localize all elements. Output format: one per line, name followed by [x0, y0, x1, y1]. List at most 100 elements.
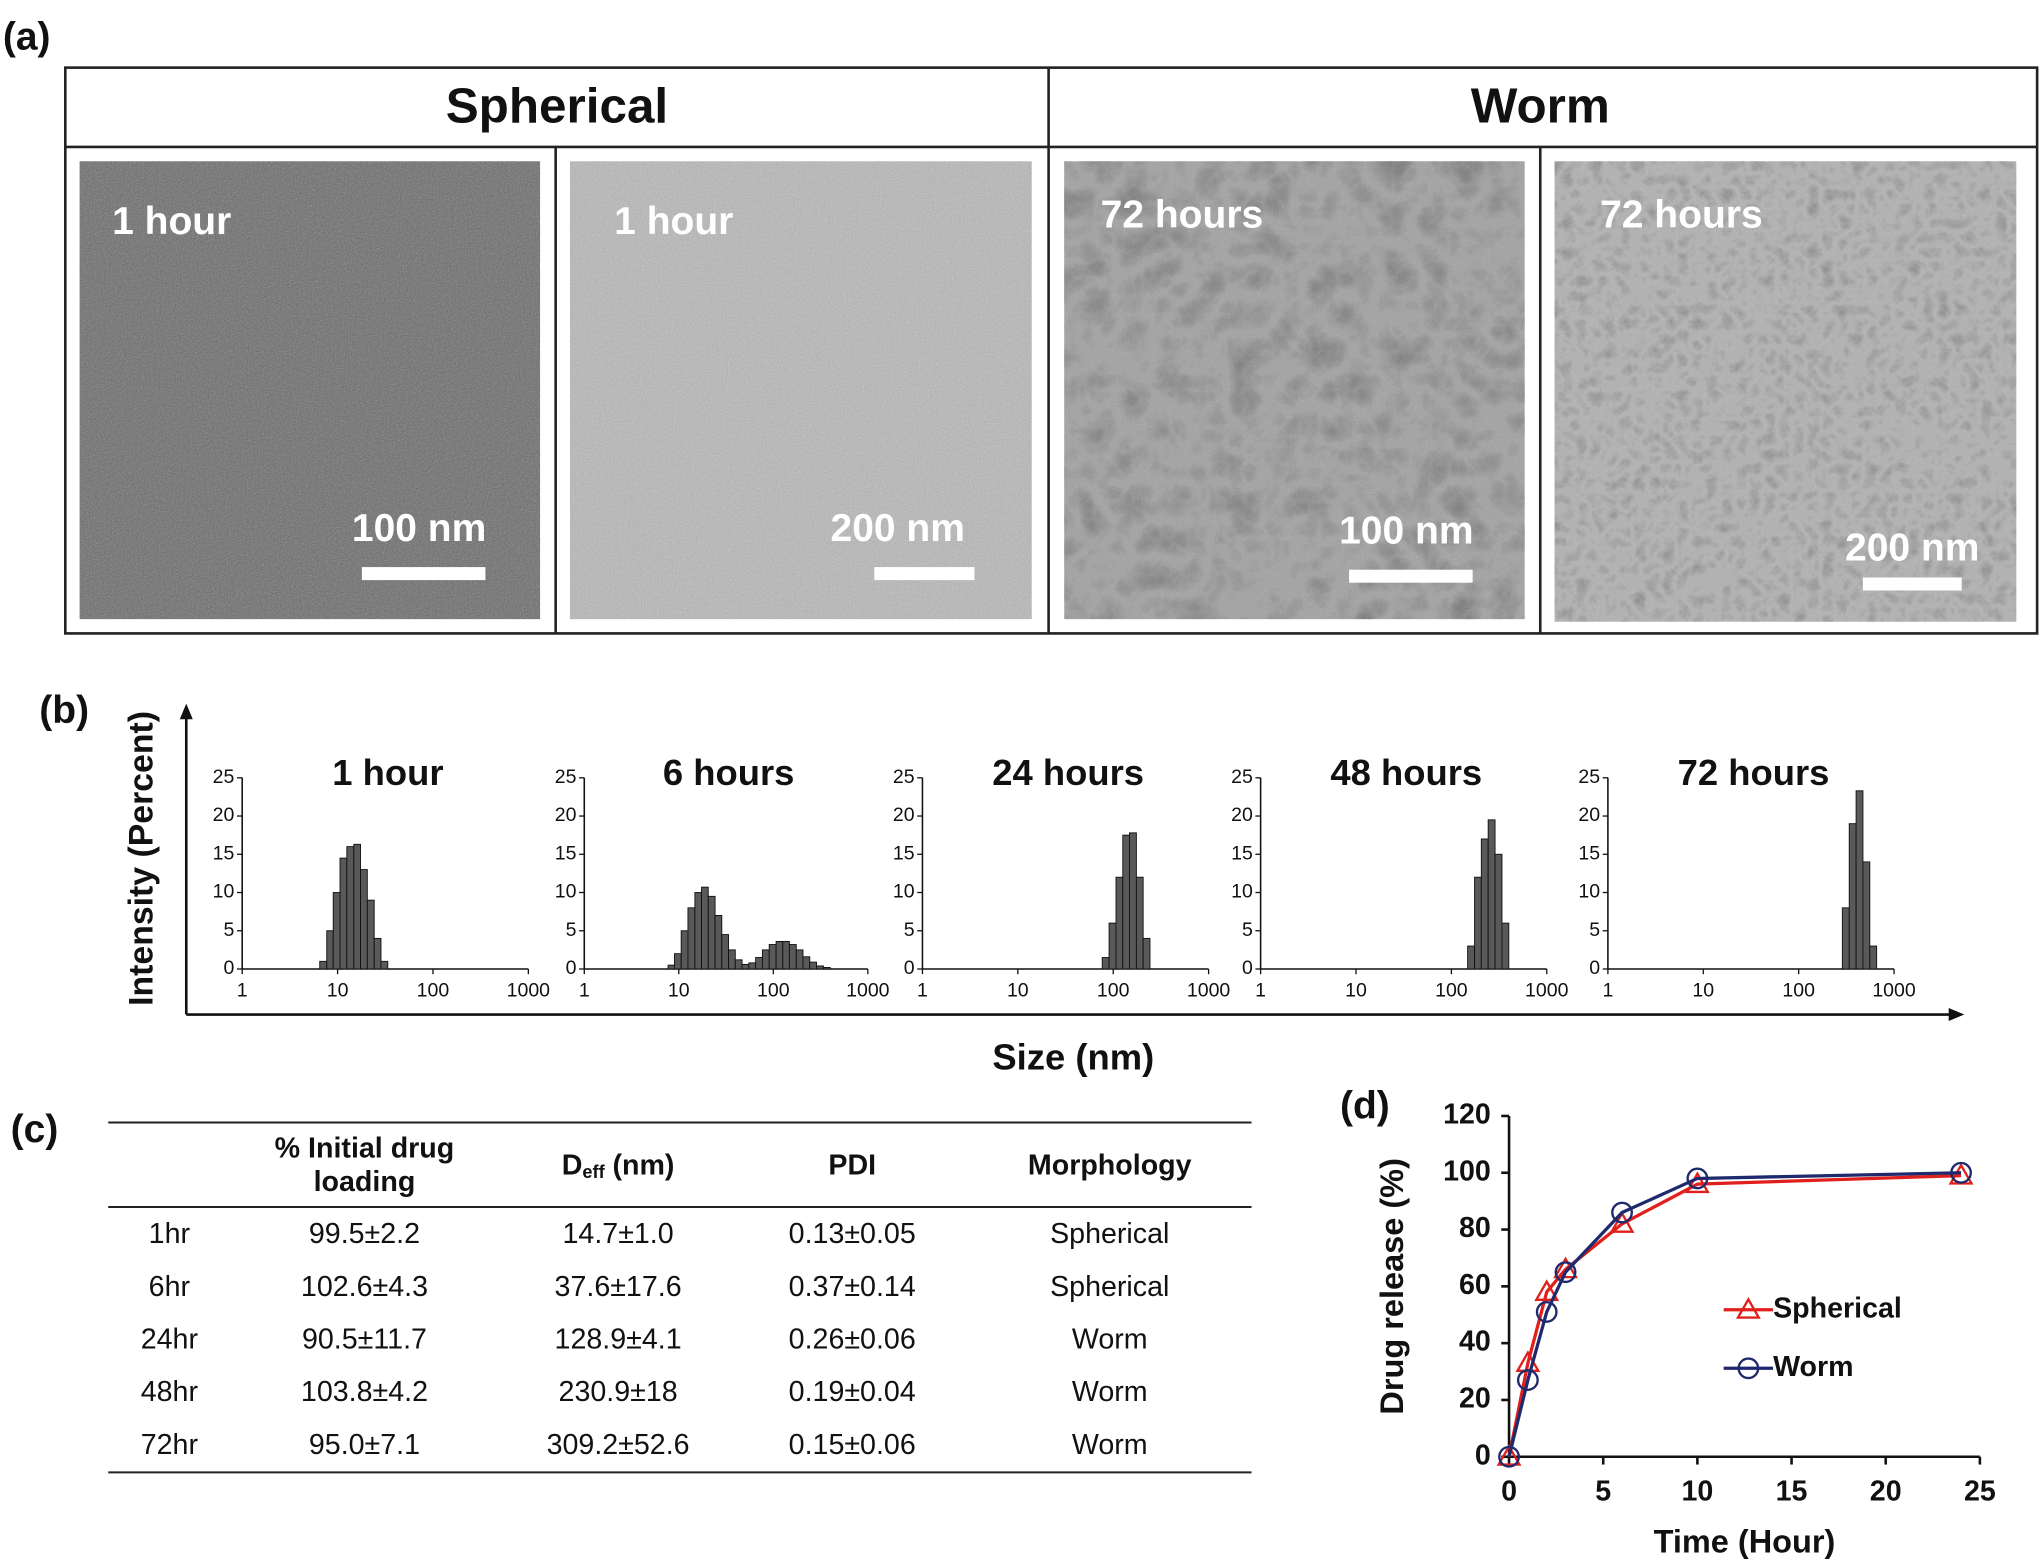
header-text: D [562, 1149, 583, 1181]
table-cell: Spherical [1050, 1218, 1169, 1250]
legend-label: Spherical [1773, 1292, 1902, 1324]
x-tick-label: 10 [1692, 979, 1714, 1001]
x-tick-label: 100 [1435, 979, 1468, 1001]
y-tick-label: 15 [1231, 842, 1253, 864]
y-tick-label: 10 [555, 881, 577, 903]
y-tick-label: 15 [893, 842, 915, 864]
series-line [1507, 1173, 1962, 1458]
y-tick-label: 10 [1578, 881, 1600, 903]
x-tick-label: 1000 [846, 979, 890, 1001]
table-cell: 90.5±11.7 [302, 1324, 427, 1356]
table-cell: 128.9±4.1 [555, 1324, 682, 1356]
histogram-bar [721, 934, 729, 970]
x-tick-label: 1 [579, 979, 590, 1001]
x-tick-label: 100 [1782, 979, 1815, 1001]
chart-title: 1 hour [332, 752, 443, 793]
marker [1684, 1171, 1710, 1194]
y-tick-label: 0 [904, 957, 915, 979]
table-cell: 37.6±17.6 [555, 1271, 682, 1303]
y-tick-label: 0 [1589, 957, 1600, 979]
y-tick-label: 120 [1443, 1099, 1491, 1131]
chart-title: 48 hours [1330, 752, 1482, 793]
x-tick-label: 1 [917, 979, 928, 1001]
table-cell: 103.8±4.2 [301, 1376, 428, 1408]
x-tick-label: 15 [1776, 1476, 1808, 1508]
x-tick-label: 10 [1345, 979, 1367, 1001]
scale-bar [874, 567, 975, 581]
table-cell: 48hr [141, 1376, 199, 1408]
histogram-bar [694, 892, 702, 970]
y-tick-label: 25 [1231, 766, 1253, 788]
y-tick-label: 0 [566, 957, 577, 979]
y-tick-label: 5 [1589, 919, 1600, 941]
panel-label: (c) [11, 1108, 59, 1151]
x-tick-label: 100 [757, 979, 790, 1001]
histogram-bar [816, 965, 824, 970]
y-tick-label: 10 [213, 881, 235, 903]
y-tick-label: 20 [1231, 804, 1253, 826]
marker [1611, 1201, 1633, 1224]
histogram-bar [346, 846, 355, 970]
histogram-bar [360, 869, 368, 970]
histogram-bar [701, 886, 709, 970]
marker [1686, 1167, 1709, 1190]
table-cell: 1hr [149, 1218, 191, 1250]
table-cell: Worm [1072, 1324, 1148, 1356]
legend-marker [1735, 1297, 1761, 1319]
x-tick-label: 1 [1255, 979, 1266, 1001]
histogram-bar [680, 930, 689, 970]
x-tick-label: 100 [417, 979, 450, 1001]
y-tick-label: 20 [893, 804, 915, 826]
scale-bar [1349, 569, 1473, 583]
dls-axes [179, 703, 1965, 1022]
legend-marker [1737, 1357, 1760, 1380]
x-axis-label: Size (nm) [992, 1037, 1154, 1078]
histogram-bar [1135, 876, 1144, 970]
scale-bar [361, 567, 486, 581]
marker [1498, 1445, 1520, 1468]
y-tick-label: 5 [224, 919, 235, 941]
x-tick-label: 1 [1602, 979, 1613, 1001]
y-tick-label: 20 [1578, 804, 1600, 826]
x-tick-label: 10 [1681, 1476, 1713, 1508]
time-label: 1 hour [614, 200, 733, 243]
table-header: loading [314, 1166, 416, 1198]
histogram-bar [775, 941, 784, 970]
column-header: Spherical [446, 78, 668, 133]
histogram-bar [1142, 937, 1151, 970]
x-tick-label: 0 [1501, 1476, 1517, 1508]
x-tick-label: 20 [1870, 1476, 1902, 1508]
histogram-bar [782, 941, 790, 970]
table-cell: 99.5±2.2 [309, 1218, 420, 1250]
micrographs [79, 161, 2017, 622]
header-text: (nm) [612, 1149, 674, 1181]
histogram-bar [822, 967, 831, 970]
table-cell: Spherical [1050, 1271, 1169, 1303]
scale-label: 100 nm [1339, 510, 1473, 553]
y-tick-label: 25 [555, 766, 577, 788]
table-cell: Worm [1072, 1429, 1148, 1461]
histogram-bar [748, 962, 757, 970]
marker [1609, 1211, 1635, 1233]
histogram-bar [332, 892, 341, 970]
x-tick-label: 1 [237, 979, 248, 1001]
y-tick-label: 20 [1459, 1383, 1491, 1415]
micrograph-texture [569, 161, 1032, 620]
table-cell: 24hr [141, 1324, 199, 1356]
x-tick-label: 1000 [1187, 979, 1231, 1001]
histogram-bar [1101, 957, 1110, 970]
marker [1496, 1443, 1522, 1466]
y-tick-label: 15 [1578, 842, 1600, 864]
histogram-bar [326, 930, 334, 970]
histogram-bar [1480, 838, 1489, 970]
panel-label: (b) [39, 689, 89, 732]
y-tick-label: 0 [1242, 957, 1253, 979]
y-tick-label: 25 [893, 766, 915, 788]
y-tick-label: 5 [566, 919, 577, 941]
histogram-bar [1869, 945, 1878, 970]
x-tick-label: 10 [327, 979, 349, 1001]
histogram-bar [1115, 876, 1124, 970]
legend-label: Worm [1773, 1351, 1854, 1383]
table-cell: 0.37±0.14 [789, 1271, 916, 1303]
